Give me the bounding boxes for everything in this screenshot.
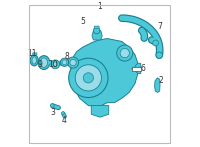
Circle shape: [83, 73, 93, 83]
Text: 4: 4: [62, 116, 67, 125]
Text: 6: 6: [141, 64, 145, 73]
FancyBboxPatch shape: [33, 53, 37, 55]
Polygon shape: [155, 78, 160, 92]
Circle shape: [156, 52, 162, 58]
FancyBboxPatch shape: [132, 67, 141, 71]
Polygon shape: [92, 30, 102, 40]
Circle shape: [62, 112, 64, 115]
Polygon shape: [71, 39, 138, 107]
FancyBboxPatch shape: [94, 26, 99, 29]
Circle shape: [120, 49, 129, 58]
Circle shape: [117, 45, 133, 61]
Text: 2: 2: [158, 76, 163, 85]
Circle shape: [68, 57, 79, 68]
Text: 10: 10: [48, 60, 57, 69]
Text: 11: 11: [28, 49, 37, 58]
Ellipse shape: [30, 55, 38, 66]
Circle shape: [70, 59, 76, 66]
Circle shape: [51, 60, 60, 69]
Circle shape: [62, 60, 67, 65]
Text: 7: 7: [157, 22, 162, 31]
Circle shape: [75, 65, 101, 91]
Circle shape: [60, 58, 69, 66]
Text: 5: 5: [81, 17, 86, 26]
Text: 1: 1: [98, 2, 102, 11]
Text: 8: 8: [65, 52, 70, 61]
Ellipse shape: [40, 58, 48, 67]
Text: 9: 9: [38, 60, 43, 69]
Polygon shape: [91, 106, 109, 117]
Polygon shape: [135, 63, 141, 74]
Circle shape: [69, 58, 108, 97]
Circle shape: [153, 40, 159, 46]
Circle shape: [53, 62, 58, 67]
Circle shape: [50, 104, 54, 107]
Circle shape: [93, 27, 100, 34]
Ellipse shape: [32, 57, 36, 64]
Text: 3: 3: [50, 108, 55, 117]
Ellipse shape: [38, 56, 50, 70]
